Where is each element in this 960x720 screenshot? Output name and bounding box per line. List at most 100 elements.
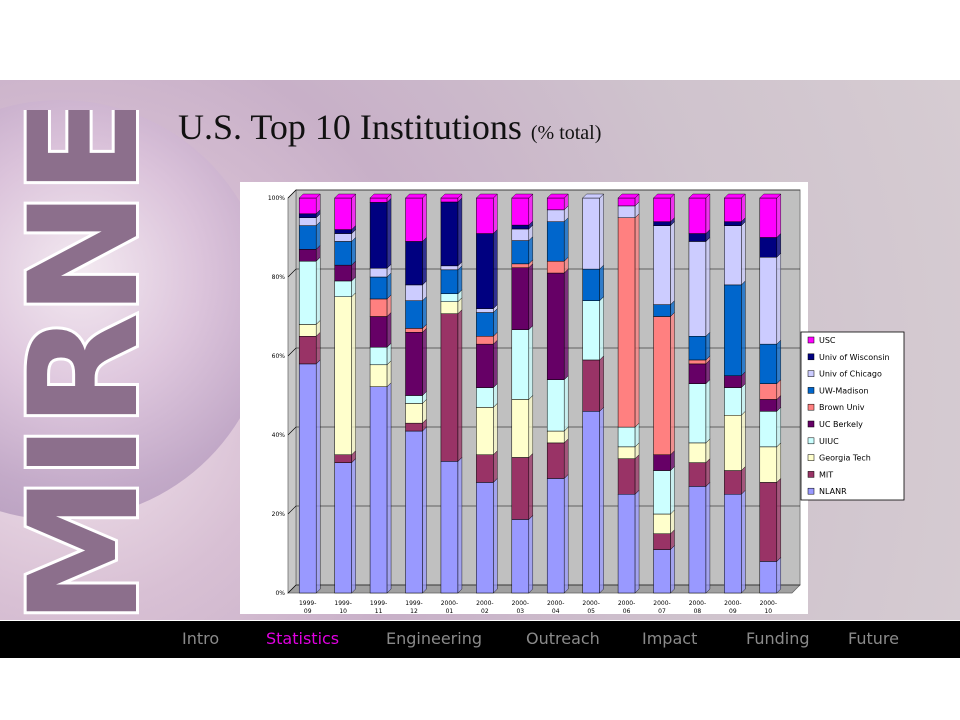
bar-segment (617, 494, 636, 594)
bar-segment (440, 265, 459, 271)
x-tick-label: 03 (516, 608, 524, 614)
bar-segment-side (776, 339, 781, 385)
bar-segment (617, 205, 636, 218)
bar-segment (688, 462, 707, 487)
nav-item-impact[interactable]: Impact (642, 629, 698, 648)
bar-segment (511, 329, 530, 400)
bar-top-cap (723, 193, 746, 199)
gridline-depth (287, 426, 297, 436)
bar-segment-side (528, 514, 533, 594)
legend-swatch (807, 454, 815, 461)
bar-segment (369, 386, 388, 594)
x-tick-label: 07 (658, 608, 666, 614)
y-tick-label: 100% (268, 195, 285, 202)
bar-segment (405, 328, 423, 333)
nav-item-statistics[interactable]: Statistics (266, 629, 340, 648)
legend-box (800, 331, 905, 501)
bar-segment (546, 430, 565, 444)
bar-segment (546, 209, 565, 222)
slide-title: U.S. Top 10 Institutions (% total) (178, 106, 601, 148)
x-tick-label: 04 (552, 608, 560, 614)
bar-segment (759, 197, 778, 238)
bar-segment-side (705, 481, 711, 594)
bar-segment (476, 387, 494, 408)
x-tick-label: 11 (375, 608, 383, 614)
bar-segment-side (422, 236, 427, 286)
x-tick-label: 01 (446, 608, 454, 614)
bar-segment (334, 280, 352, 297)
nav-item-funding[interactable]: Funding (746, 629, 810, 648)
bar-segment (653, 197, 671, 222)
x-tick-label: 05 (587, 608, 595, 614)
legend-swatch (807, 387, 815, 394)
x-tick-label: 1999- (299, 600, 316, 607)
legend-label: Georgia Tech (819, 454, 871, 463)
bar-segment (759, 446, 778, 483)
stacked-bar-chart: 0%20%40%60%80%100% 1999-091999-101999-11… (240, 182, 905, 614)
bar-segment (405, 284, 423, 301)
bar-segment (440, 269, 459, 295)
bar-segment-side (776, 477, 781, 562)
x-tick-label: 2000- (724, 600, 741, 607)
bar-segment (582, 359, 600, 412)
x-tick-label: 10 (339, 608, 347, 614)
legend-swatch (807, 370, 815, 377)
bar-segment (688, 233, 707, 242)
nav-item-engineering[interactable]: Engineering (386, 629, 482, 648)
legend-label: Univ of Wisconsin (819, 353, 890, 362)
bar-segment (759, 257, 778, 345)
bar-segment-side (670, 221, 675, 306)
bar-segment-side (493, 308, 498, 337)
bar-segment (298, 336, 317, 365)
bar-segment (724, 284, 742, 376)
bar-segment (369, 197, 388, 203)
bar-segment (688, 241, 707, 337)
x-tick-label: 2000- (547, 600, 564, 607)
bar-segment-side (564, 473, 569, 594)
nav-item-outreach[interactable]: Outreach (526, 629, 600, 648)
bar-segment-side (741, 280, 746, 377)
bar-segment (653, 304, 671, 317)
bar-segment-side (741, 410, 746, 472)
bar-segment-side (493, 450, 498, 483)
bar-segment-side (457, 265, 463, 295)
bar-segment (511, 519, 530, 594)
bar-segment (759, 237, 778, 258)
bar-segment-side (670, 545, 675, 594)
bar-segment (582, 300, 600, 361)
bar-segment (511, 457, 530, 520)
bar-segment (476, 343, 494, 388)
bar-segment (546, 442, 565, 479)
x-tick-label: 1999- (405, 600, 422, 607)
y-tick-label: 60% (272, 353, 286, 360)
bar-segment (688, 363, 707, 384)
legend-swatch (807, 437, 815, 445)
x-tick-label: 02 (481, 608, 489, 614)
x-tick-label: 2000- (618, 600, 635, 607)
bar-segment-side (634, 213, 640, 428)
bar-segment-side (599, 264, 604, 302)
nav-item-future[interactable]: Future (848, 629, 899, 648)
gridline-depth (287, 584, 297, 594)
bar-segment (298, 213, 317, 218)
bar-segment (759, 411, 778, 448)
legend-label: USC (819, 336, 836, 345)
bar-segment-side (564, 438, 569, 479)
legend-swatch (807, 403, 815, 411)
legend-label: MIT (819, 470, 833, 479)
x-tick-label: 06 (623, 608, 631, 614)
bar-segment-side (670, 193, 675, 223)
bar-segment (298, 363, 317, 594)
bar-segment-side (741, 383, 746, 416)
bar-segment (511, 267, 530, 330)
bar-segment-side (493, 477, 498, 594)
bar-segment (759, 343, 778, 384)
bar-segment (653, 221, 671, 226)
bar-segment (334, 241, 352, 266)
bar-segment (617, 197, 636, 207)
bar-segment-side (386, 360, 392, 388)
nav-item-intro[interactable]: Intro (182, 629, 220, 648)
bar-segment (440, 301, 459, 314)
bar-segment (511, 399, 530, 458)
bar-segment-side (741, 466, 746, 495)
